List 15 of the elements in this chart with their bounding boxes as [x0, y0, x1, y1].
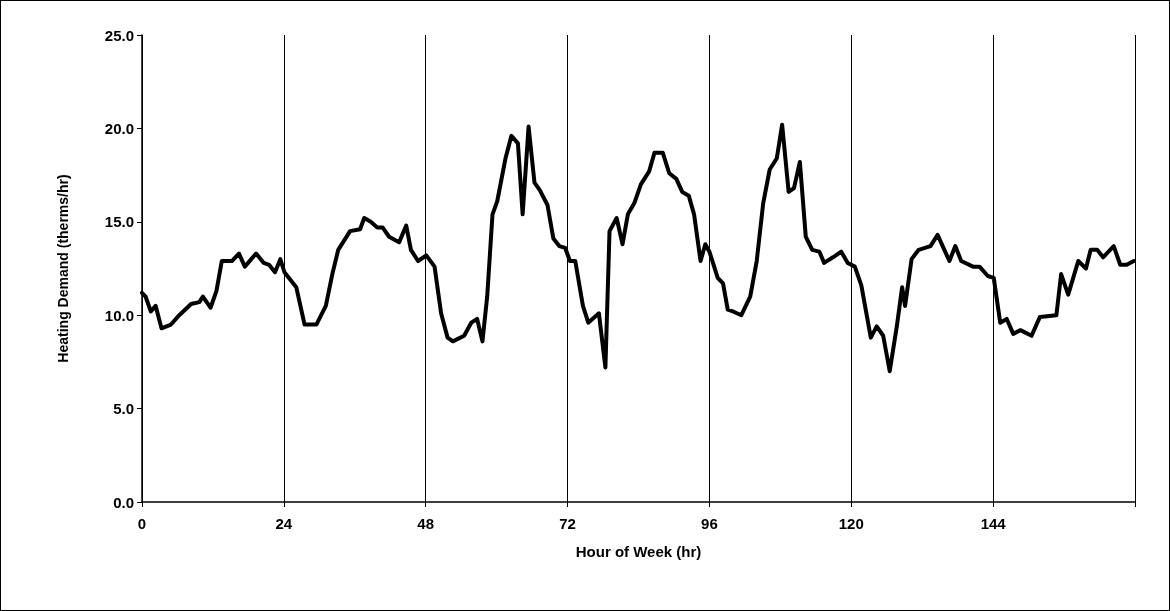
y-tick-label: 15.0	[104, 213, 134, 231]
y-axis-title: Heating Demand (therms/hr)	[55, 174, 71, 363]
x-tick-label: 96	[701, 515, 718, 532]
x-tick-label: 144	[980, 515, 1007, 532]
x-tick-label: 48	[417, 515, 435, 532]
x-tick-label: 24	[275, 515, 293, 532]
x-tick-label: 120	[838, 515, 864, 532]
y-tick-label: 0.0	[113, 493, 134, 511]
y-tick-label: 10.0	[104, 306, 134, 324]
x-tick-label: 72	[559, 515, 576, 532]
x-axis-title: Hour of Week (hr)	[575, 543, 702, 560]
y-tick-label: 25.0	[104, 26, 134, 44]
y-tick-label: 5.0	[113, 400, 134, 418]
y-tick-label: 20.0	[104, 119, 134, 137]
x-tick-label: 0	[137, 515, 147, 532]
